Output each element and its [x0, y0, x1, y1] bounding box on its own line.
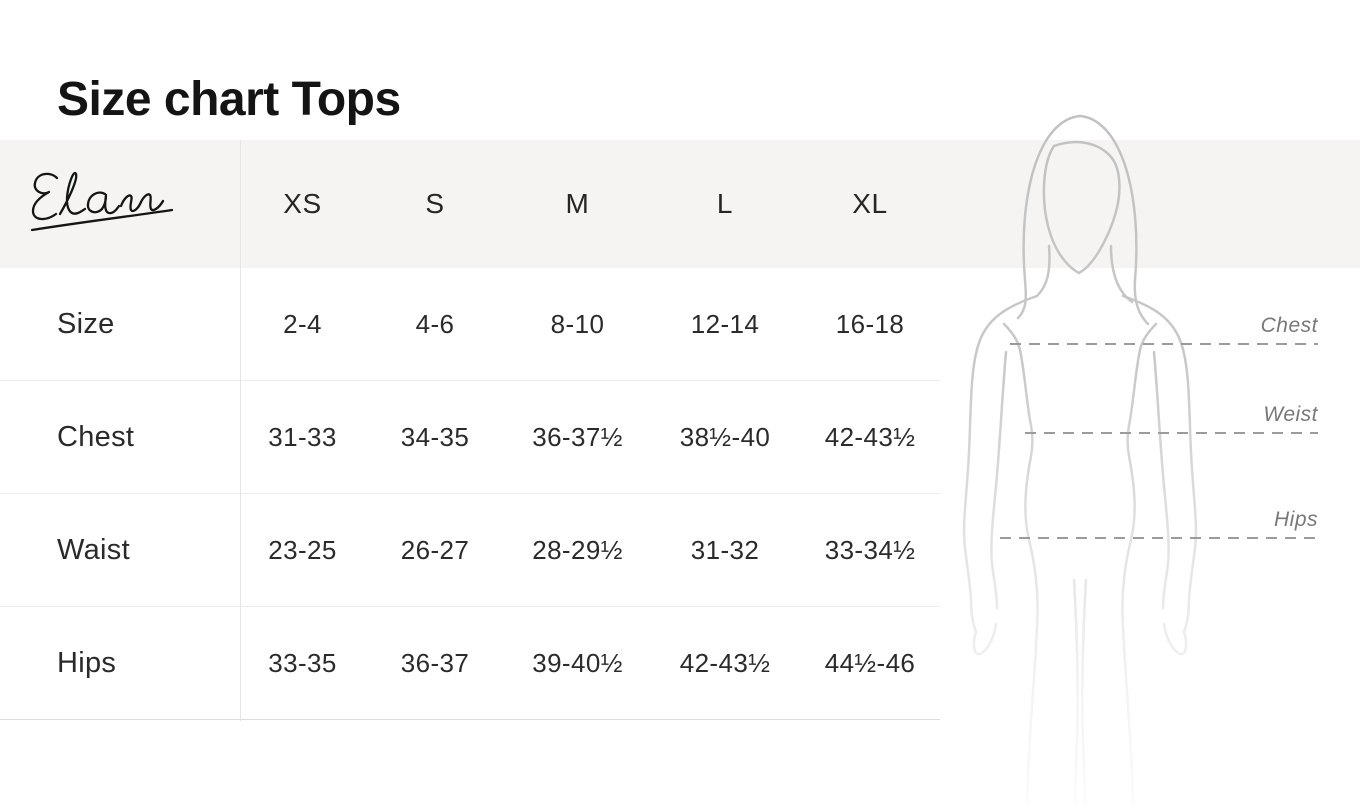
chest-s-value: 34-35	[400, 421, 470, 452]
chest-measure-label: Chest	[1261, 314, 1319, 337]
waist-xs-value: 23-25	[268, 534, 337, 565]
hips-xs-value: 33-35	[268, 647, 337, 678]
waist-measure-label: Weist	[1263, 403, 1318, 426]
column-header-s: S	[425, 188, 445, 219]
column-header-xs: XS	[283, 188, 322, 219]
size-l-value: 12-14	[690, 308, 760, 339]
chest-l-value: 38½-40	[679, 421, 771, 452]
chest-m-value: 36-37½	[532, 421, 623, 452]
column-divider-line	[240, 140, 241, 721]
size-chart-table: Elan XS S M L XL Size 2-4 4-6 8-10 12-14…	[0, 140, 940, 720]
size-xs-value: 2-4	[283, 308, 322, 339]
chest-xl-value: 42-43½	[824, 421, 916, 452]
page-title: Size chart Tops	[57, 73, 401, 127]
brand-logo: Elan	[0, 140, 240, 268]
hips-xl-value: 44½-46	[824, 647, 916, 678]
row-label-chest: Chest	[57, 420, 135, 453]
column-header-m: M	[565, 188, 590, 219]
table-row-size: Size 2-4 4-6 8-10 12-14 16-18	[0, 268, 940, 381]
table-header-row: Elan XS S M L XL	[0, 140, 940, 268]
row-label-waist: Waist	[57, 533, 130, 566]
column-header-l: L	[716, 188, 734, 219]
table-row-chest: Chest 31-33 34-35 36-37½ 38½-40 42-43½	[0, 381, 940, 494]
brand-signature-icon	[30, 171, 174, 232]
row-label-hips: Hips	[57, 646, 117, 679]
hips-m-value: 39-40½	[532, 647, 623, 678]
size-xl-value: 16-18	[835, 308, 905, 339]
size-s-value: 4-6	[415, 308, 455, 339]
hips-l-value: 42-43½	[679, 647, 771, 678]
waist-m-value: 28-29½	[532, 534, 623, 565]
table-row-waist: Waist 23-25 26-27 28-29½ 31-32 33-34½	[0, 494, 940, 607]
column-header-xl: XL	[852, 188, 888, 219]
hips-measure-label: Hips	[1274, 508, 1318, 531]
hips-s-value: 36-37	[400, 647, 470, 678]
chest-xs-value: 31-33	[268, 421, 337, 452]
waist-l-value: 31-32	[690, 534, 760, 565]
table-row-hips: Hips 33-35 36-37 39-40½ 42-43½ 44½-46	[0, 607, 940, 720]
size-m-value: 8-10	[550, 308, 605, 339]
waist-s-value: 26-27	[400, 534, 470, 565]
row-label-size: Size	[57, 307, 115, 340]
waist-xl-value: 33-34½	[824, 534, 916, 565]
